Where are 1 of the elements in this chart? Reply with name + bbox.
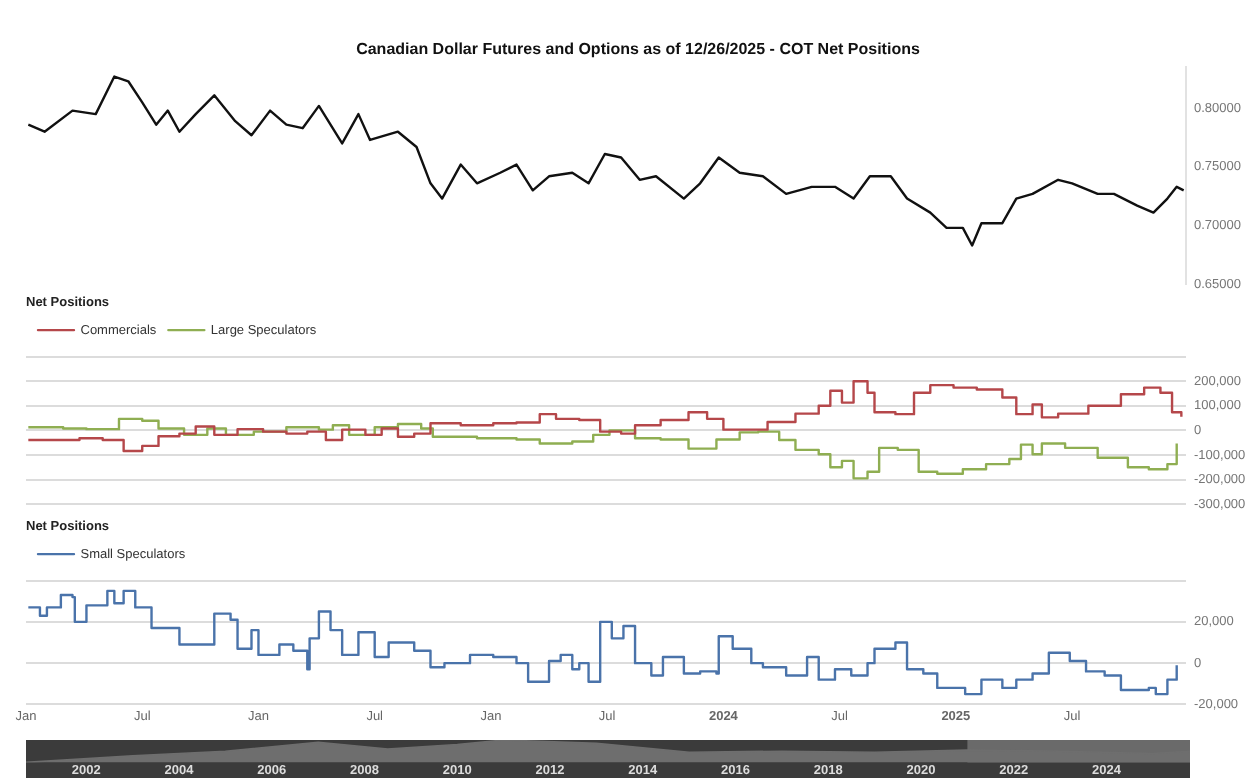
chart-title: Canadian Dollar Futures and Options as of 12/26/2025 - COT Net Positions [356,40,921,59]
